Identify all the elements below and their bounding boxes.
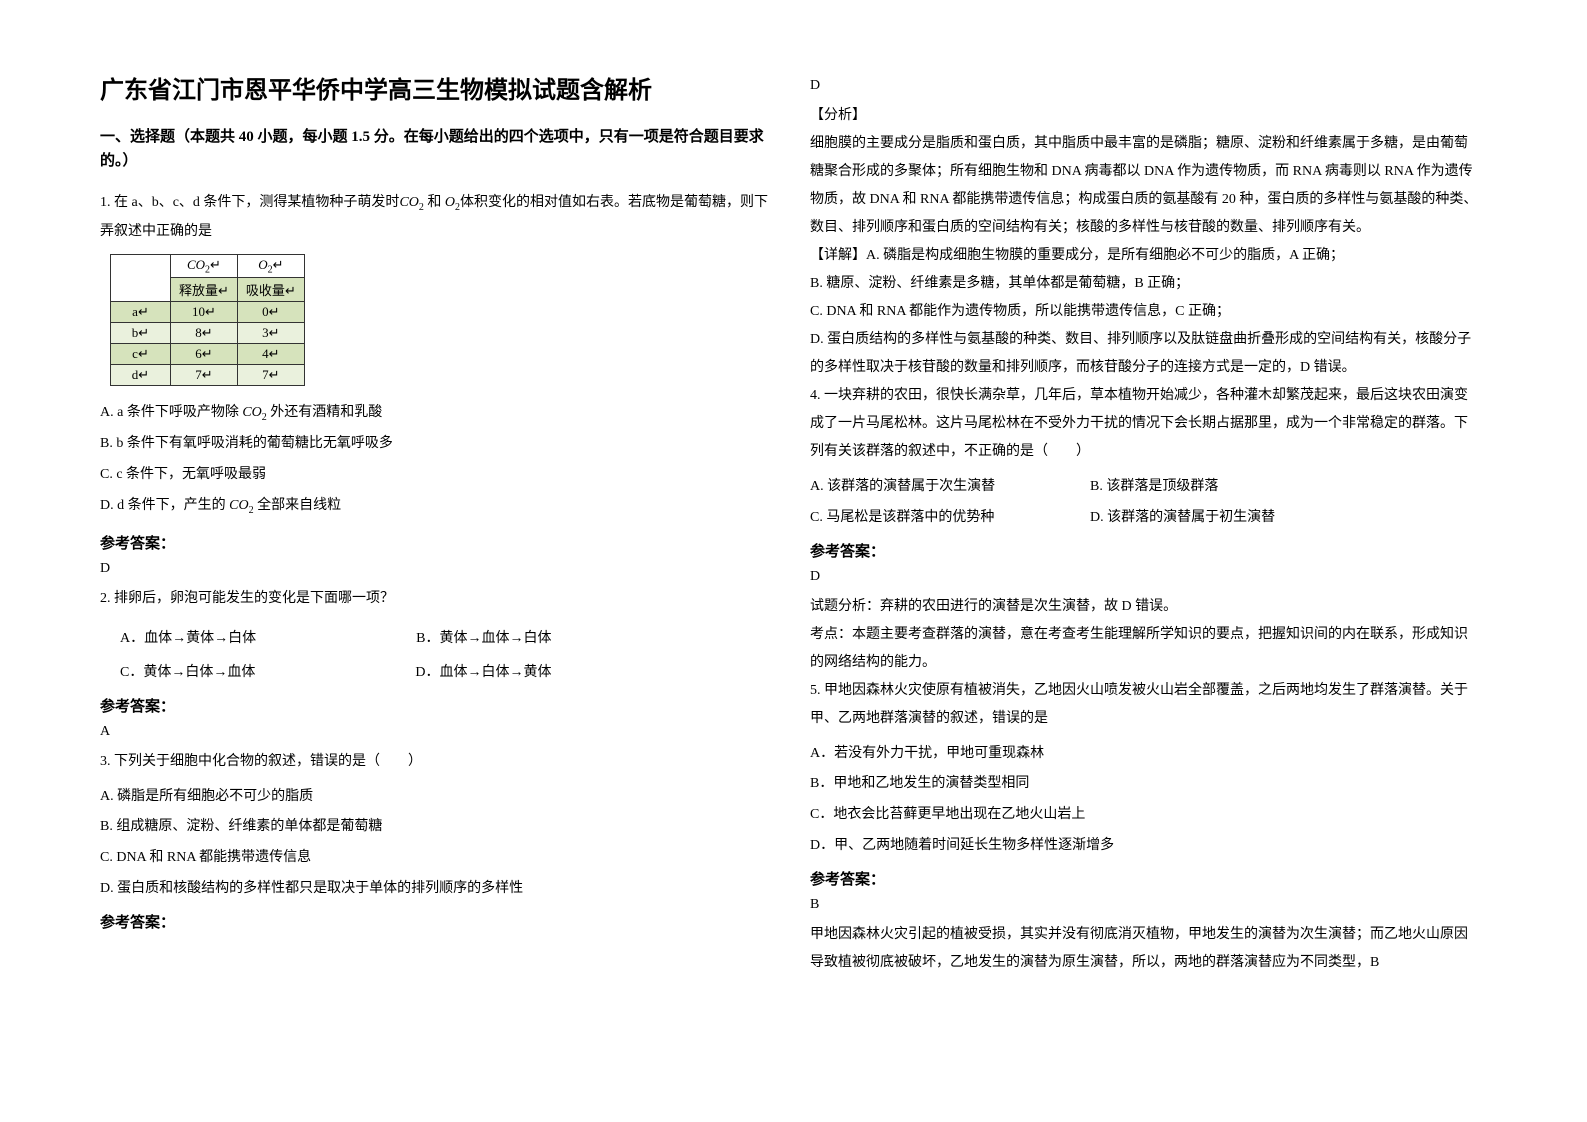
- answer-label: 参考答案：: [810, 540, 1480, 561]
- cell: 10: [192, 304, 205, 319]
- answer-label: 参考答案：: [100, 695, 770, 716]
- q4-opt-d: D. 该群落的演替属于初生演替: [1090, 503, 1275, 534]
- cell: 7: [262, 367, 269, 382]
- q3d-c: C. DNA 和 RNA 都能作为遗传物质，所以能携带遗传信息，C 正确；: [810, 298, 1480, 326]
- co2-symbol: CO: [399, 195, 418, 210]
- q1-stem-b: 和: [424, 195, 445, 210]
- q3d-a: A. 磷脂是构成细胞生物膜的重要成分，是所有细胞必不可少的脂质，A 正确；: [866, 248, 1344, 263]
- th-abs: 吸收量↵: [237, 278, 304, 302]
- q4-analysis-a: 试题分析：弃耕的农田进行的演替是次生演替，故 D 错误。: [810, 593, 1480, 621]
- q2-opt-d: D．血体→白体→黄体: [415, 661, 551, 681]
- cell: c: [132, 346, 138, 361]
- cell: 0: [262, 304, 269, 319]
- q2-answer: A: [100, 724, 770, 740]
- q1-opt-b: B. b 条件下有氧呼吸消耗的葡萄糖比无氧呼吸多: [100, 429, 770, 460]
- th-rel: 释放量↵: [171, 278, 238, 302]
- th-co2: CO2↵: [171, 254, 238, 278]
- opt-a-co2: CO: [242, 405, 261, 420]
- th-co2-sub: 2: [205, 264, 210, 275]
- q1-answer: D: [100, 561, 770, 577]
- th-o2-sym: O: [258, 257, 267, 272]
- q3d-d: D. 蛋白质结构的多样性与氨基酸的种类、数目、排列顺序以及肽链盘曲折叠形成的空间…: [810, 326, 1480, 382]
- table-row: a↵10↵0↵: [111, 302, 305, 323]
- cell: d: [132, 367, 139, 382]
- table-row: d↵7↵7↵: [111, 365, 305, 386]
- q4-opt-c: C. 马尾松是该群落中的优势种: [810, 503, 1090, 534]
- q2-opt-b: B．黄体→血体→白体: [416, 627, 551, 647]
- q4-opt-a: A. 该群落的演替属于次生演替: [810, 472, 1090, 503]
- th1: 释放量: [179, 283, 218, 298]
- table-row: b↵8↵3↵: [111, 323, 305, 344]
- th2: 吸收量: [246, 283, 285, 298]
- q2-opt-a: A．血体→黄体→白体: [120, 627, 256, 647]
- q1-stem: 1. 在 a、b、c、d 条件下，测得某植物种子萌发时CO2 和 O2体积变化的…: [100, 189, 770, 246]
- table-row: c↵6↵4↵: [111, 344, 305, 365]
- answer-label: 参考答案：: [810, 868, 1480, 889]
- q4-stem: 4. 一块弃耕的农田，很快长满杂草，几年后，草本植物开始减少，各种灌木却繁茂起来…: [810, 382, 1480, 466]
- q5-opt-c: C．地衣会比苔藓更早地出现在乙地火山岩上: [810, 800, 1480, 831]
- q1-opt-c: C. c 条件下，无氧呼吸最弱: [100, 460, 770, 491]
- q4-analysis-b: 考点：本题主要考查群落的演替，意在考查考生能理解所学知识的要点，把握知识间的内在…: [810, 621, 1480, 677]
- q3-opt-d: D. 蛋白质和核酸结构的多样性都只是取决于单体的排列顺序的多样性: [100, 874, 770, 905]
- q3d-b: B. 糖原、淀粉、纤维素是多糖，其单体都是葡萄糖，B 正确；: [810, 270, 1480, 298]
- opt-a-a: A. a 条件下呼吸产物除: [100, 405, 242, 420]
- q3-answer: D: [810, 78, 1480, 94]
- cell: 4: [262, 346, 269, 361]
- opt-a-b: 外还有酒精和乳酸: [267, 405, 383, 420]
- opt-d-b: 全部来自线粒: [254, 498, 342, 513]
- answer-label: 参考答案：: [100, 911, 770, 932]
- q4-answer: D: [810, 569, 1480, 585]
- q4-row2: C. 马尾松是该群落中的优势种 D. 该群落的演替属于初生演替: [810, 503, 1480, 534]
- q3-opt-b: B. 组成糖原、淀粉、纤维素的单体都是葡萄糖: [100, 812, 770, 843]
- q5-opt-d: D．甲、乙两地随着时间延长生物多样性逐渐增多: [810, 831, 1480, 862]
- cell: b: [132, 325, 139, 340]
- q3-opt-a: A. 磷脂是所有细胞必不可少的脂质: [100, 782, 770, 813]
- cell: a: [132, 304, 138, 319]
- th-co2-sym: CO: [187, 257, 205, 272]
- cell: 3: [262, 325, 269, 340]
- cell: 8: [195, 325, 202, 340]
- q1-opt-d: D. d 条件下，产生的 CO2 全部来自线粒: [100, 491, 770, 522]
- answer-label: 参考答案：: [100, 532, 770, 553]
- q3-analysis-body: 细胞膜的主要成分是脂质和蛋白质，其中脂质中最丰富的是磷脂；糖原、淀粉和纤维素属于…: [810, 130, 1480, 242]
- q4-row1: A. 该群落的演替属于次生演替 B. 该群落是顶级群落: [810, 472, 1480, 503]
- dt: 【详解】: [810, 248, 866, 263]
- q4-opt-b: B. 该群落是顶级群落: [1090, 472, 1218, 503]
- o2-symbol: O: [445, 195, 455, 210]
- q2-opt-c: C．黄体→白体→血体: [120, 661, 255, 681]
- opt-d-a: D. d 条件下，产生的: [100, 498, 229, 513]
- detail-title: 【详解】A. 磷脂是构成细胞生物膜的重要成分，是所有细胞必不可少的脂质，A 正确…: [810, 242, 1480, 270]
- q5-opt-a: A．若没有外力干扰，甲地可重现森林: [810, 739, 1480, 770]
- section-heading: 一、选择题（本题共 40 小题，每小题 1.5 分。在每小题给出的四个选项中，只…: [100, 125, 770, 173]
- cell: 6: [195, 346, 202, 361]
- q3-stem: 3. 下列关于细胞中化合物的叙述，错误的是（ ）: [100, 748, 770, 776]
- cell: 7: [195, 367, 202, 382]
- q5-opt-b: B．甲地和乙地发生的演替类型相同: [810, 769, 1480, 800]
- th-o2: O2↵: [237, 254, 304, 278]
- q5-stem: 5. 甲地因森林火灾使原有植被消失，乙地因火山喷发被火山岩全部覆盖，之后两地均发…: [810, 677, 1480, 733]
- opt-d-co2: CO: [229, 498, 248, 513]
- analysis-title: 【分析】: [810, 102, 1480, 130]
- q1-table: CO2↵ O2↵ 释放量↵ 吸收量↵ a↵10↵0↵ b↵8↵3↵ c↵6↵4↵…: [110, 254, 305, 387]
- q5-answer: B: [810, 897, 1480, 913]
- th-blank: [111, 254, 171, 302]
- th-o2-sub: 2: [268, 264, 273, 275]
- q2-stem: 2. 排卵后，卵泡可能发生的变化是下面哪一项？: [100, 585, 770, 613]
- page-title: 广东省江门市恩平华侨中学高三生物模拟试题含解析: [100, 70, 770, 105]
- q5-analysis: 甲地因森林火灾引起的植被受损，其实并没有彻底消灭植物，甲地发生的演替为次生演替；…: [810, 921, 1480, 977]
- q1-stem-a: 1. 在 a、b、c、d 条件下，测得某植物种子萌发时: [100, 195, 399, 210]
- q1-opt-a: A. a 条件下呼吸产物除 CO2 外还有酒精和乳酸: [100, 398, 770, 429]
- q3-opt-c: C. DNA 和 RNA 都能携带遗传信息: [100, 843, 770, 874]
